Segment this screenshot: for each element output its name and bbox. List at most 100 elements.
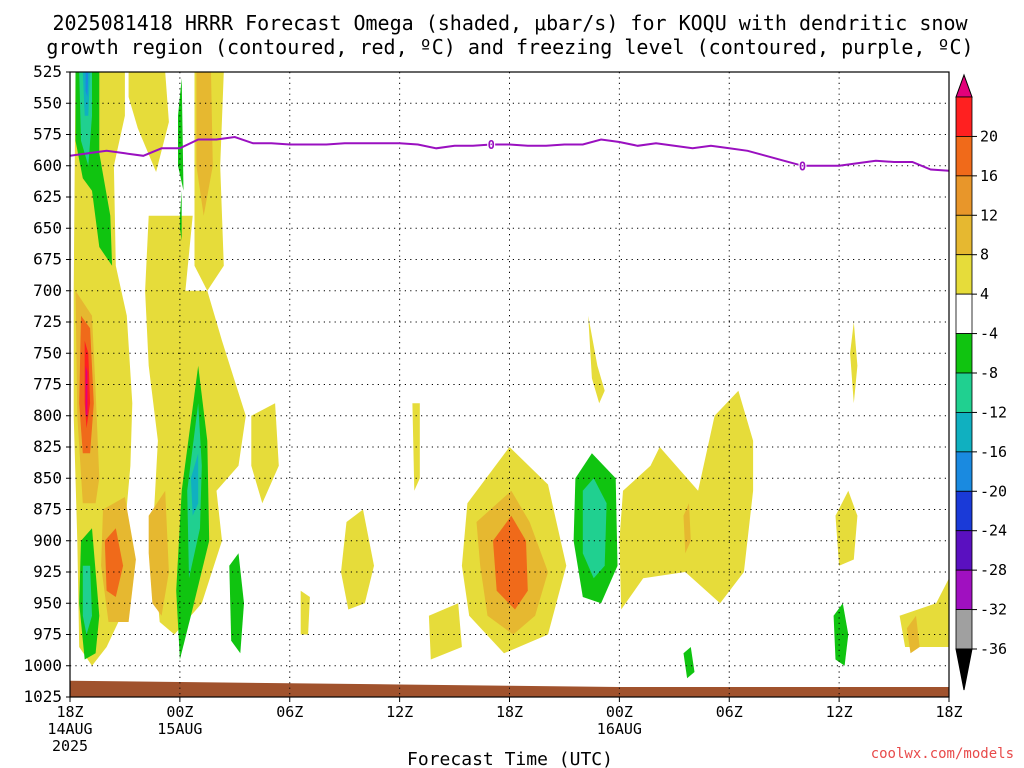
- x-tick-label-0-2: 2025: [52, 737, 88, 755]
- colorbar-swatch-9: [955, 412, 973, 453]
- y-tick-label-1: 550: [33, 93, 62, 112]
- y-tick-label-4: 625: [33, 187, 62, 206]
- colorbar-swatch-10: [955, 451, 973, 492]
- freezing-level-label-1: 0: [799, 159, 806, 173]
- omega-region-gold-15: [196, 72, 213, 216]
- omega-region-yellow-10: [588, 315, 605, 404]
- omega-region-yellow-12: [850, 322, 858, 404]
- y-tick-label-15: 900: [33, 531, 62, 550]
- omega-region-blue-42: [85, 72, 89, 97]
- omega-region-yellow-14: [899, 578, 949, 647]
- colorbar-label-4: 4: [980, 285, 989, 303]
- freezing-level-label-bg-1: [798, 159, 807, 172]
- x-tick-label-1-1: 15AUG: [157, 720, 202, 738]
- y-tick-label-14: 875: [33, 500, 62, 519]
- omega-region-green-28: [179, 190, 182, 241]
- x-tick-label-0-0: 18Z: [56, 703, 83, 721]
- omega-region-teal-39: [582, 478, 607, 579]
- y-tick-label-18: 975: [33, 625, 62, 644]
- colorbar-bottom-arrow: [955, 648, 973, 691]
- y-tick-label-8: 725: [33, 312, 62, 331]
- terrain-fill: [70, 680, 949, 697]
- omega-region-yellow-5: [341, 509, 374, 610]
- y-axis: 525 550 575 600 625 650 675 700 725 750 775 800 825 8…: [23, 62, 70, 706]
- freezing-level-contour: 00: [70, 135, 949, 173]
- y-tick-label-3: 600: [33, 156, 62, 175]
- colorbar-label-3: 8: [980, 246, 989, 264]
- colorbar-label-1: 16: [980, 167, 998, 185]
- omega-region-green-35: [833, 603, 849, 666]
- freezing-level-label-0: 0: [488, 138, 495, 152]
- omega-region-yellow-1: [128, 72, 169, 172]
- colorbar-swatch-13: [955, 569, 973, 610]
- omega-region-yellow-8: [428, 603, 462, 660]
- y-tick-label-20: 1025: [23, 687, 62, 706]
- omega-region-magenta-26: [85, 365, 88, 416]
- y-tick-label-13: 850: [33, 468, 62, 487]
- omega-region-cyan-40: [82, 72, 91, 116]
- colorbar-swatch-11: [955, 490, 973, 532]
- y-tick-label-2: 575: [33, 125, 62, 144]
- colorbar-swatch-5: [955, 254, 973, 295]
- omega-shading: [73, 72, 949, 679]
- credit-text: coolwx.com/models: [871, 746, 1014, 762]
- x-tick-label-5-1: 16AUG: [597, 720, 642, 738]
- colorbar-label-6: -8: [980, 364, 998, 382]
- omega-region-yellow-6: [300, 590, 310, 635]
- chart-title-line1: 2025081418 HRRR Forecast Omega (shaded, …: [52, 11, 968, 35]
- x-tick-label-8-0: 18Z: [935, 703, 962, 721]
- grid-lines: [69, 71, 950, 698]
- y-tick-label-9: 750: [33, 343, 62, 362]
- chart-title-line2: growth region (contoured, red, ºC) and f…: [46, 35, 973, 59]
- y-tick-label-16: 925: [33, 562, 62, 581]
- x-tick-label-3-0: 12Z: [386, 703, 413, 721]
- colorbar-label-0: 20: [980, 127, 998, 145]
- colorbar-label-5: -4: [980, 325, 998, 343]
- omega-region-orange-23: [104, 528, 124, 597]
- omega-region-green-29: [178, 78, 184, 191]
- omega-region-green-32: [229, 553, 244, 654]
- y-tick-label-19: 1000: [23, 656, 62, 675]
- y-tick-label-0: 525: [33, 62, 62, 81]
- x-tick-label-2-0: 06Z: [276, 703, 303, 721]
- y-tick-label-7: 700: [33, 281, 62, 300]
- omega-region-cyan-41: [190, 453, 199, 516]
- x-axis-label: Forecast Time (UTC): [407, 749, 613, 768]
- omega-region-gold-20: [683, 503, 691, 554]
- omega-region-yellow-11: [619, 390, 754, 610]
- x-tick-label-6-0: 06Z: [716, 703, 743, 721]
- terrain-area: [70, 680, 949, 697]
- colorbar-swatch-6: [955, 293, 973, 334]
- colorbar-top-arrow: [955, 73, 973, 98]
- colorbar-label-2: 12: [980, 206, 998, 224]
- y-tick-label-10: 775: [33, 375, 62, 394]
- freezing-level-label-bg-0: [487, 138, 496, 151]
- y-tick-label-6: 675: [33, 250, 62, 269]
- omega-region-green-34: [683, 647, 695, 679]
- colorbar-swatch-3: [955, 175, 973, 216]
- colorbar-label-9: -20: [980, 482, 1007, 500]
- y-tick-label-5: 650: [33, 218, 62, 237]
- colorbar-label-13: -36: [980, 640, 1007, 658]
- colorbar-label-8: -16: [980, 443, 1007, 461]
- colorbar-label-10: -24: [980, 522, 1007, 540]
- colorbar-swatch-14: [955, 609, 973, 650]
- colorbar-label-12: -32: [980, 601, 1007, 619]
- omega-region-teal-37: [82, 565, 92, 635]
- y-tick-label-17: 950: [33, 593, 62, 612]
- x-tick-label-0-1: 14AUG: [47, 720, 92, 738]
- colorbar-label-11: -28: [980, 561, 1007, 579]
- colorbar-swatch-4: [955, 214, 973, 256]
- colorbar-swatch-8: [955, 372, 973, 413]
- colorbar-swatch-7: [955, 333, 973, 374]
- x-tick-label-5-0: 00Z: [606, 703, 633, 721]
- colorbar-label-7: -12: [980, 403, 1007, 421]
- x-tick-label-7-0: 12Z: [826, 703, 853, 721]
- colorbar: 20 16 12 8 4 -4 -8 -12 -16 -20 -24 -28 -32 -36: [955, 73, 1007, 691]
- colorbar-swatch-12: [955, 530, 973, 571]
- omega-region-yellow-4: [251, 403, 279, 504]
- y-tick-label-12: 825: [33, 437, 62, 456]
- y-tick-label-11: 800: [33, 406, 62, 425]
